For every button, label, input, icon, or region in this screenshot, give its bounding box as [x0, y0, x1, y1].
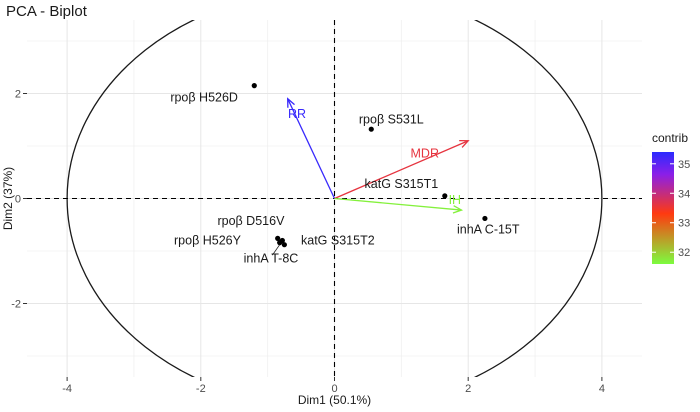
arrow-label-ih: IH	[449, 193, 462, 207]
x-tick-label: -4	[62, 383, 72, 395]
arrow-shaft-ih	[334, 197, 462, 211]
data-point	[251, 83, 257, 89]
variable-arrows: RR MDR IH	[287, 97, 470, 214]
arrow-shaft-mdr	[334, 140, 469, 200]
point-label: rpoβ H526Y	[174, 234, 242, 248]
x-axis-title: Dim1 (50.1%)	[298, 393, 371, 407]
chart-title: PCA - Biplot	[6, 3, 88, 20]
label-leader-line	[272, 244, 281, 256]
x-tick-label: 4	[599, 383, 605, 395]
point-label: rpoβ D516V	[217, 214, 285, 228]
arrow-head-mdr	[459, 139, 470, 148]
axes: -4 -2 0 2 4 -2 0 2	[11, 89, 605, 396]
legend-title: contrib	[652, 131, 688, 145]
x-tick-label: 0	[331, 383, 337, 395]
data-point	[442, 193, 448, 199]
arrow-head-rr	[287, 97, 295, 108]
y-axis-title: Dim2 (37%)	[1, 167, 15, 230]
point-label: rpoβ S531L	[359, 112, 424, 126]
point-label: katG S315T2	[301, 234, 375, 248]
y-tick-label: 2	[15, 89, 21, 101]
point-label: rpoβ H526D	[170, 90, 238, 104]
point-label: katG S315T1	[365, 177, 439, 191]
legend-tick-label: 32	[678, 247, 690, 259]
y-tick-label: 0	[15, 194, 21, 206]
point-label: inhA T-8C	[244, 252, 299, 266]
point-label: inhA C-15T	[457, 223, 520, 237]
y-tick-label: -2	[11, 299, 21, 311]
arrow-head-ih	[452, 205, 464, 214]
x-tick-label: 2	[465, 383, 471, 395]
legend-tick-label: 34	[678, 188, 690, 200]
data-point	[482, 215, 488, 222]
legend-tick-label: 35	[678, 159, 690, 171]
arrow-label-mdr: MDR	[411, 147, 439, 161]
arrow-shaft-rr	[287, 98, 336, 199]
arrow-label-rr: RR	[288, 107, 306, 121]
contrib-legend: contrib 32 33 34 35	[652, 131, 690, 264]
point-labels: rpoβ H526D rpoβ S531L katG S315T1 inhA C-15…	[170, 90, 520, 265]
legend-tick-label: 33	[678, 218, 690, 230]
data-point	[275, 235, 281, 241]
individual-points	[251, 83, 488, 248]
data-point	[277, 240, 283, 246]
data-point	[368, 126, 374, 132]
data-point	[281, 242, 287, 248]
x-tick-label: -2	[196, 383, 206, 395]
legend-colorbar	[652, 152, 674, 264]
